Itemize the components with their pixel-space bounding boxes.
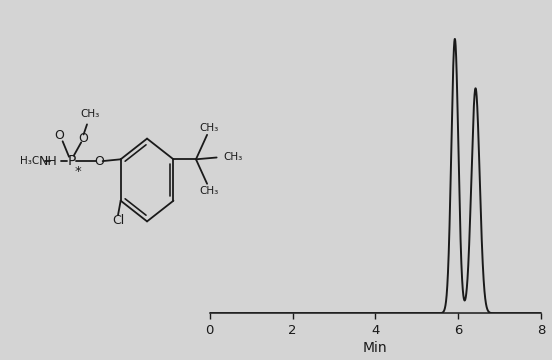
Text: CH₃: CH₃ (224, 153, 243, 162)
Text: CH₃: CH₃ (200, 186, 219, 196)
Text: CH₃: CH₃ (80, 109, 99, 118)
Text: P: P (67, 154, 76, 168)
Text: *: * (74, 165, 81, 178)
Text: Cl: Cl (112, 214, 124, 227)
Text: H₃C: H₃C (20, 156, 39, 166)
Text: O: O (78, 132, 88, 145)
Text: NH: NH (38, 154, 57, 168)
Text: O: O (54, 129, 64, 143)
Text: O: O (94, 154, 104, 168)
X-axis label: Min: Min (363, 341, 388, 355)
Text: CH₃: CH₃ (200, 123, 219, 132)
